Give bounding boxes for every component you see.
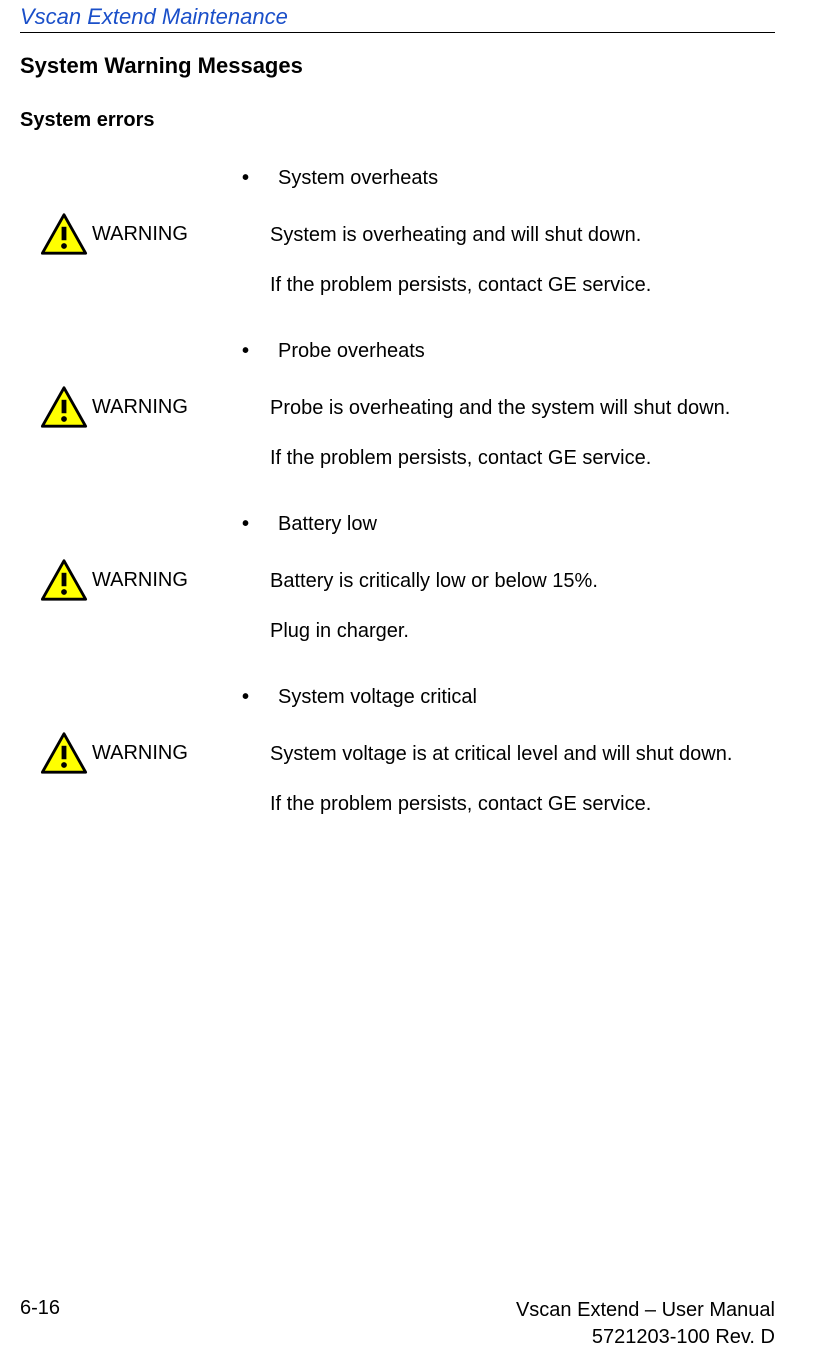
warning-block: WARNING Probe is overheating and the sys…: [40, 385, 775, 493]
warning-triangle-icon: [40, 385, 88, 429]
warning-msg-line: Battery is critically low or below 15%.: [270, 566, 598, 596]
footer-right: Vscan Extend – User Manual 5721203-100 R…: [516, 1297, 775, 1351]
bullet-item: Battery low: [242, 513, 775, 536]
warning-text: Probe is overheating and the system will…: [270, 385, 730, 493]
running-header: Vscan Extend Maintenance: [20, 0, 775, 33]
warning-msg-line: System is overheating and will shut down…: [270, 220, 651, 250]
warning-block: WARNING Battery is critically low or bel…: [40, 558, 775, 666]
warning-text: Battery is critically low or below 15%. …: [270, 558, 598, 666]
warning-icon-wrap: WARNING: [40, 731, 270, 775]
warning-triangle-icon: [40, 212, 88, 256]
bullet-item: System voltage critical: [242, 686, 775, 709]
warning-text: System is overheating and will shut down…: [270, 212, 651, 320]
page: Vscan Extend Maintenance System Warning …: [0, 0, 815, 839]
page-footer: 6-16 Vscan Extend – User Manual 5721203-…: [20, 1297, 775, 1351]
bullet-item: Probe overheats: [242, 340, 775, 363]
warning-block: WARNING System voltage is at critical le…: [40, 731, 775, 839]
warning-label: WARNING: [92, 223, 188, 246]
warning-label: WARNING: [92, 396, 188, 419]
warning-msg-line: Probe is overheating and the system will…: [270, 393, 730, 423]
footer-product: Vscan Extend – User Manual: [516, 1297, 775, 1324]
warning-msg-line: Plug in charger.: [270, 616, 598, 646]
subsection-heading: System errors: [20, 109, 775, 132]
warning-triangle-icon: [40, 731, 88, 775]
warning-triangle-icon: [40, 558, 88, 602]
warning-msg-line: If the problem persists, contact GE serv…: [270, 443, 730, 473]
page-number: 6-16: [20, 1297, 60, 1351]
warning-label: WARNING: [92, 742, 188, 765]
warning-text: System voltage is at critical level and …: [270, 731, 732, 839]
warning-icon-wrap: WARNING: [40, 212, 270, 256]
warning-msg-line: If the problem persists, contact GE serv…: [270, 789, 732, 819]
warning-icon-wrap: WARNING: [40, 385, 270, 429]
bullet-item: System overheats: [242, 167, 775, 190]
footer-docnum: 5721203-100 Rev. D: [516, 1324, 775, 1351]
warning-icon-wrap: WARNING: [40, 558, 270, 602]
warning-label: WARNING: [92, 569, 188, 592]
section-heading: System Warning Messages: [20, 53, 775, 79]
warning-msg-line: System voltage is at critical level and …: [270, 739, 732, 769]
warning-block: WARNING System is overheating and will s…: [40, 212, 775, 320]
warning-msg-line: If the problem persists, contact GE serv…: [270, 270, 651, 300]
